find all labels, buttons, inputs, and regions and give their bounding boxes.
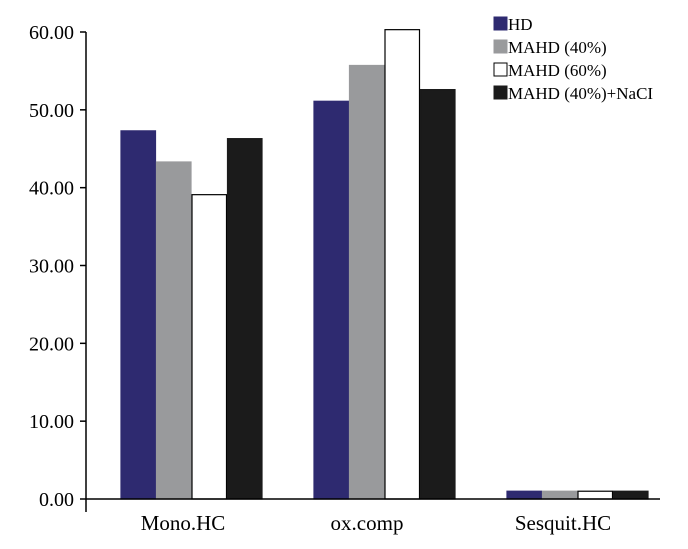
bar-hd-mono-hc	[120, 130, 157, 500]
legend-swatch	[493, 85, 508, 100]
legend-label: MAHD (40%)	[508, 38, 607, 57]
bar-mahd-60-sesquit-hc	[577, 490, 614, 500]
plot-area	[120, 29, 649, 500]
bar-mahd-40-ox-comp	[348, 64, 385, 500]
x-category-label: Mono.HC	[141, 511, 226, 535]
bar-mahd-40-naci-ox-comp	[419, 88, 456, 500]
bar-mahd-60-ox-comp	[384, 29, 421, 500]
x-category-label: ox.comp	[331, 511, 404, 535]
bar-mahd-60-mono-hc	[191, 194, 228, 500]
x-category-label: Sesquit.HC	[515, 511, 611, 535]
legend-label: MAHD (40%)+NaCI	[508, 84, 653, 103]
y-axis-ticks: 0.00 10.00 20.00 30.00 40.00 50.00 60.00	[29, 22, 86, 511]
y-tick-label: 30.00	[29, 256, 74, 278]
y-tick-label: 60.00	[29, 22, 74, 44]
legend-swatch	[493, 62, 508, 77]
bar-mahd-40-naci-mono-hc	[226, 138, 263, 500]
legend: HD MAHD (40%) MAHD (60%) MAHD (40%)+NaCI	[493, 15, 653, 103]
legend-label: HD	[508, 15, 533, 34]
bar-mahd-40-naci-sesquit-hc	[612, 490, 649, 500]
y-tick-label: 0.00	[39, 489, 74, 511]
legend-label: MAHD (60%)	[508, 61, 607, 80]
x-axis-labels: Mono.HC ox.comp Sesquit.HC	[141, 511, 611, 535]
bar-mahd-40-sesquit-hc	[541, 490, 578, 500]
legend-swatch	[493, 16, 508, 31]
legend-swatch	[493, 39, 508, 54]
y-tick-label: 40.00	[29, 178, 74, 200]
bar-hd-sesquit-hc	[506, 490, 543, 500]
y-tick-label: 50.00	[29, 100, 74, 122]
bar-hd-ox-comp	[313, 100, 350, 500]
bar-mahd-40-mono-hc	[155, 161, 192, 500]
y-tick-label: 20.00	[29, 333, 74, 355]
y-tick-label: 10.00	[29, 411, 74, 433]
